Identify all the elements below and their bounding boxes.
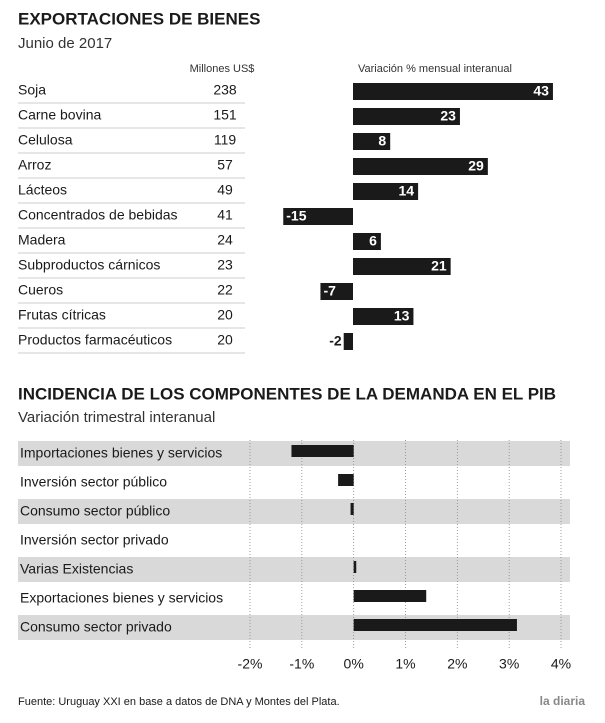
row-band <box>18 557 570 582</box>
bar <box>353 158 488 175</box>
bar <box>343 333 353 350</box>
bar <box>353 83 553 100</box>
x-tick-label: -2% <box>238 656 263 672</box>
amount: 151 <box>213 107 237 123</box>
bar <box>350 503 354 515</box>
bar <box>353 108 460 125</box>
value-label: -7 <box>323 283 336 299</box>
x-tick-label: 3% <box>499 656 519 672</box>
column-header: Variación % mensual interanual <box>358 63 512 75</box>
category-label: Celulosa <box>18 132 73 148</box>
value-label: 43 <box>533 83 549 99</box>
bar <box>353 590 427 602</box>
x-tick-label: 1% <box>395 656 415 672</box>
bar <box>353 183 419 200</box>
value-label: 14 <box>399 183 415 199</box>
category-label: Varias Existencias <box>20 561 133 577</box>
row-band <box>18 499 570 524</box>
amount: 22 <box>217 282 233 298</box>
x-tick-label: 2% <box>447 656 467 672</box>
value-label: 13 <box>394 308 410 324</box>
chart-subtitle: Variación trimestral interanual <box>18 409 215 426</box>
bar <box>353 619 517 631</box>
category-label: Importaciones bienes y servicios <box>20 445 222 461</box>
amount: 238 <box>213 82 237 98</box>
category-label: Carne bovina <box>18 107 101 123</box>
category-label: Madera <box>18 232 66 248</box>
category-label: Arroz <box>18 157 51 173</box>
value-label: 23 <box>440 108 456 124</box>
logo: la diaria <box>540 694 586 708</box>
column-header: Millones US$ <box>190 63 255 75</box>
category-label: Cueros <box>18 282 63 298</box>
value-label: 29 <box>468 158 484 174</box>
category-label: Productos farmacéuticos <box>18 332 172 348</box>
category-label: Lácteos <box>18 182 67 198</box>
amount: 24 <box>217 232 233 248</box>
source: Fuente: Uruguay XXI en base a datos de D… <box>18 696 340 708</box>
chart-subtitle: Junio de 2017 <box>18 35 112 52</box>
x-tick-label: -1% <box>289 656 314 672</box>
bar <box>353 561 357 573</box>
x-tick-label: 0% <box>344 656 364 672</box>
category-label: Inversión sector privado <box>20 532 169 548</box>
value-label: 21 <box>431 258 447 274</box>
category-label: Soja <box>18 82 46 98</box>
amount: 20 <box>217 332 233 348</box>
category-label: Inversión sector público <box>20 474 167 490</box>
bar <box>283 208 353 225</box>
amount: 57 <box>217 157 233 173</box>
amount: 41 <box>217 207 233 223</box>
category-label: Subproductos cárnicos <box>18 257 160 273</box>
chart-title: EXPORTACIONES DE BIENES <box>18 9 260 28</box>
bar <box>320 283 353 300</box>
value-label: -2 <box>329 333 342 349</box>
bar <box>291 445 354 457</box>
category-label: Consumo sector público <box>20 503 170 519</box>
bar <box>353 258 451 275</box>
bar <box>353 133 391 150</box>
category-label: Consumo sector privado <box>20 619 172 635</box>
value-label: 6 <box>369 233 377 249</box>
amount: 119 <box>214 132 237 148</box>
bar <box>338 474 354 486</box>
amount: 23 <box>217 257 233 273</box>
bar <box>353 233 381 250</box>
value-label: 8 <box>378 133 386 149</box>
x-tick-label: 4% <box>551 656 571 672</box>
category-label: Exportaciones bienes y servicios <box>20 590 223 606</box>
category-label: Frutas cítricas <box>18 307 106 323</box>
chart-title: INCIDENCIA DE LOS COMPONENTES DE LA DEMA… <box>18 384 556 403</box>
amount: 49 <box>217 182 233 198</box>
value-label: -15 <box>286 208 306 224</box>
category-label: Concentrados de bebidas <box>18 207 178 223</box>
amount: 20 <box>217 307 233 323</box>
bar <box>353 308 414 325</box>
